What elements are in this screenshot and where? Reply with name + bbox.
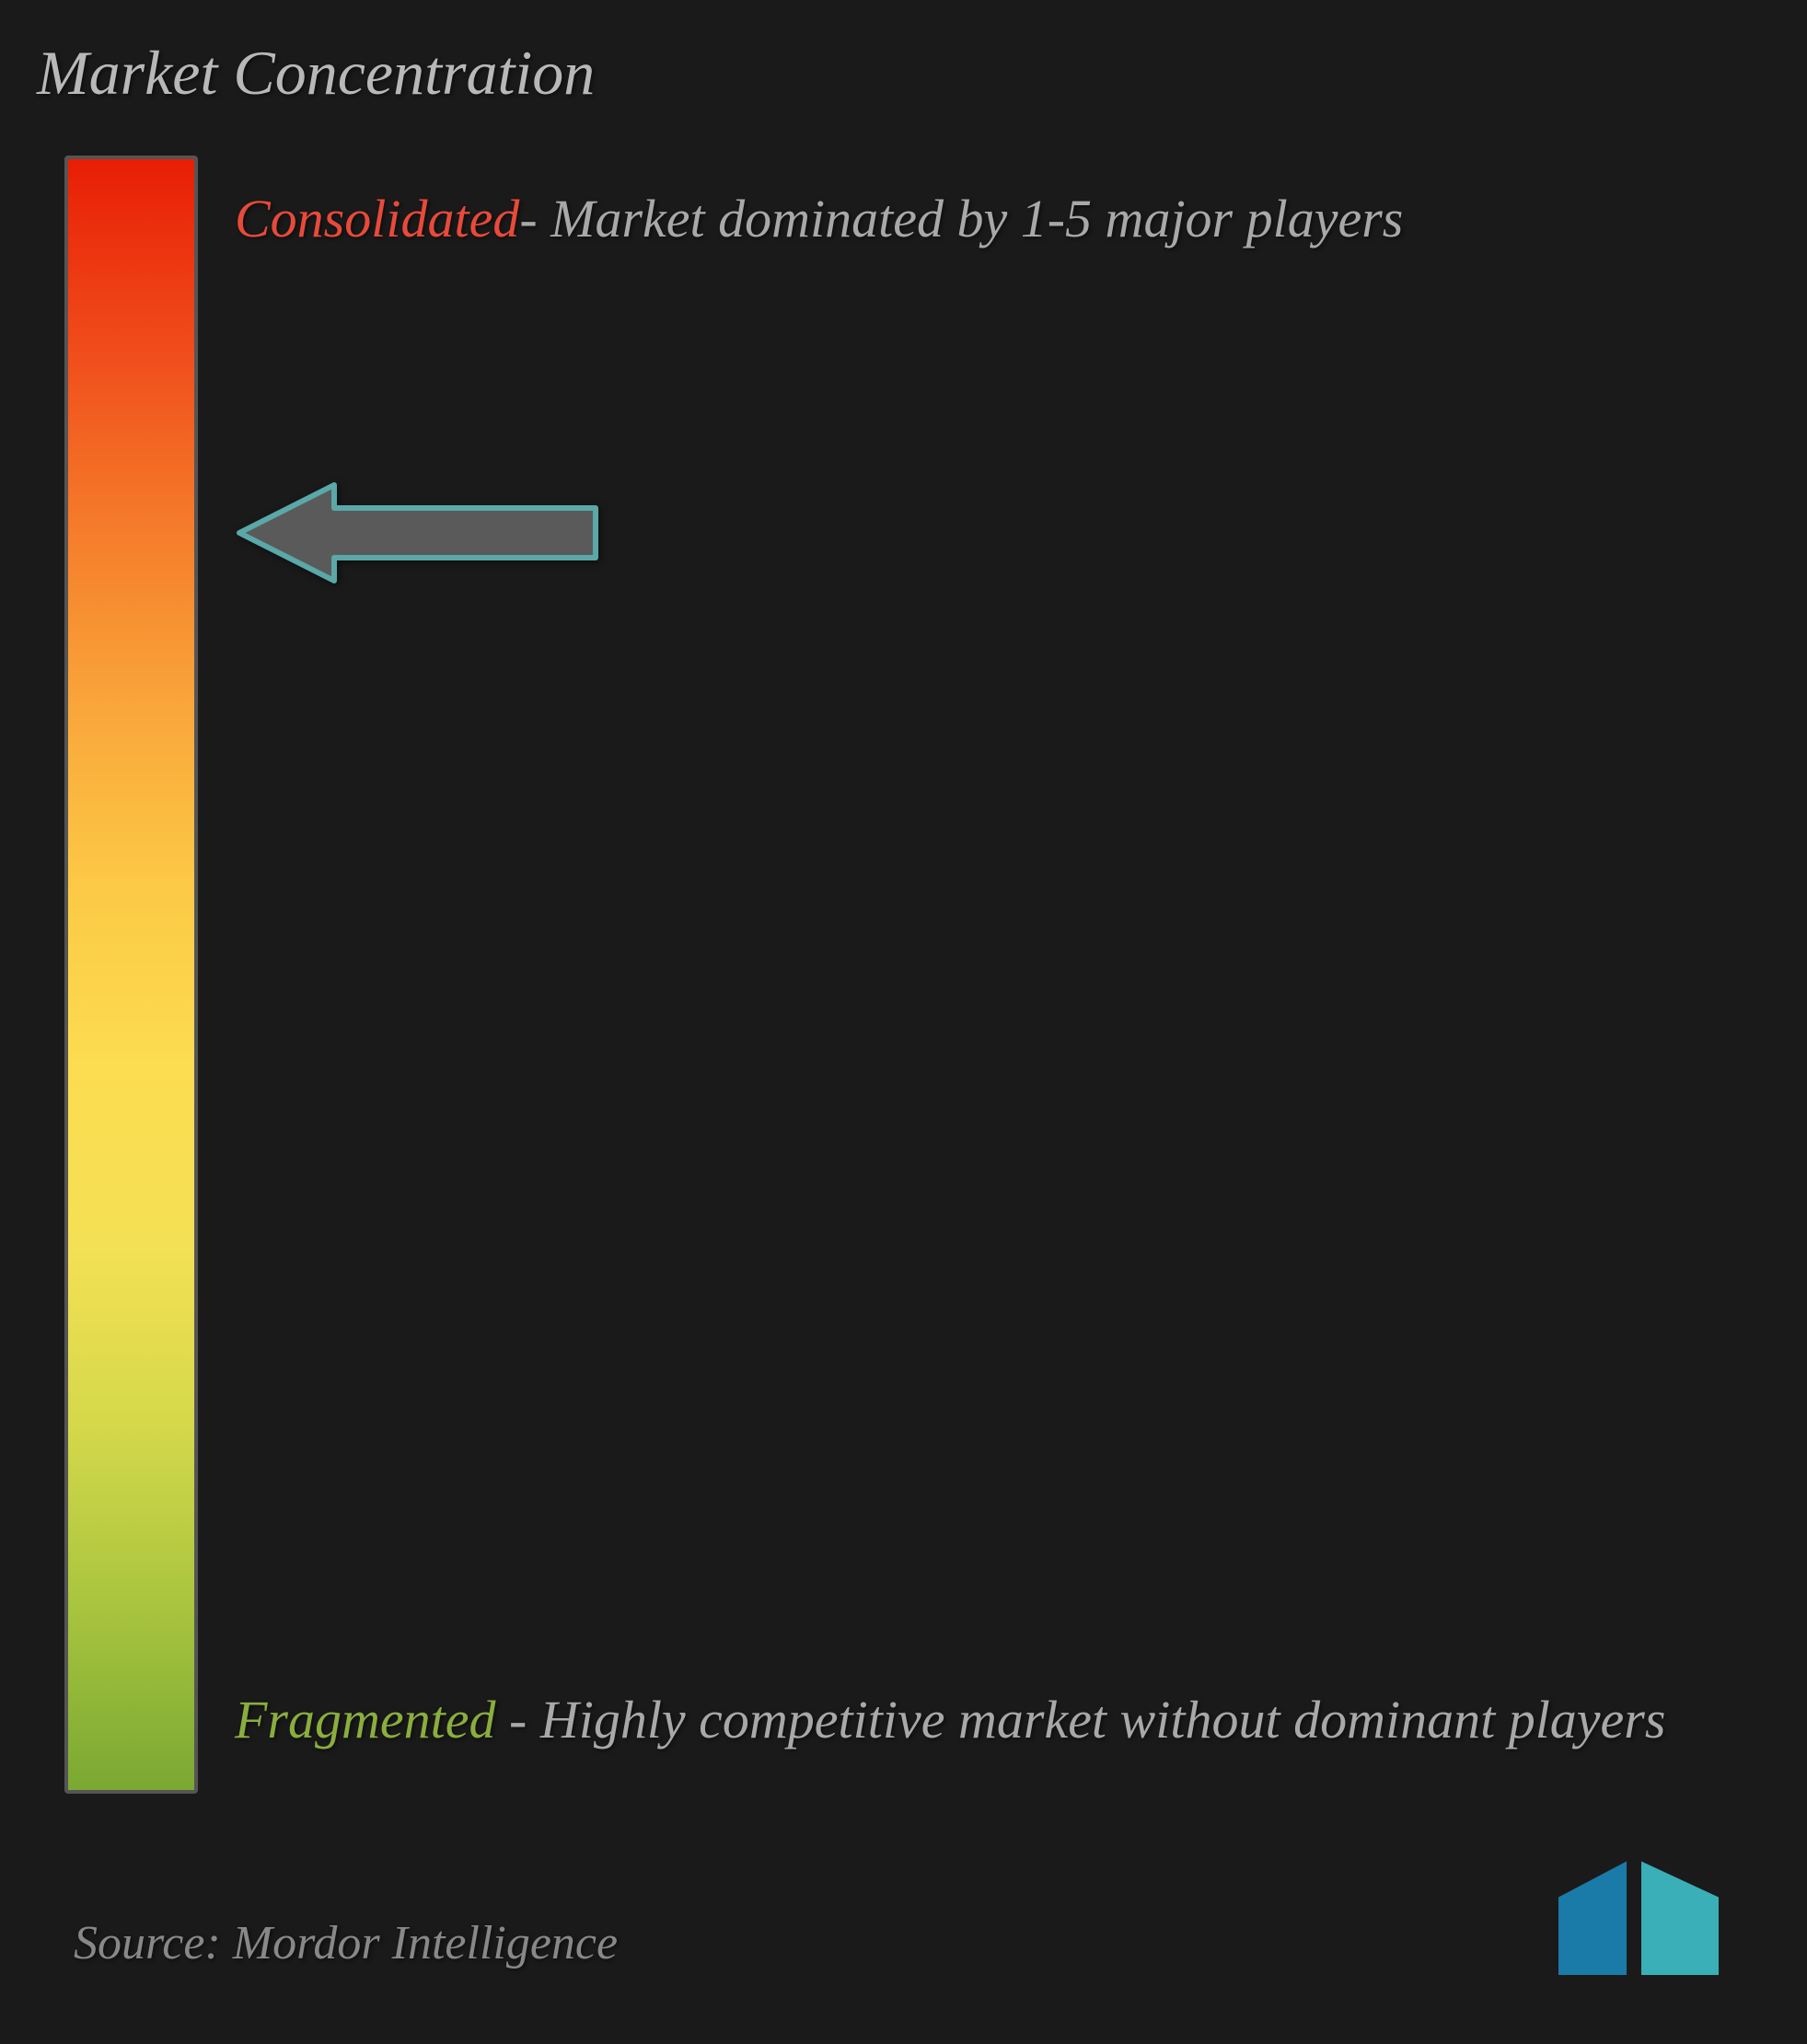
consolidated-highlight: Consolidated [235,189,519,248]
source-value: Mordor Intelligence [233,1917,618,1969]
fragmented-highlight: Fragmented [235,1690,496,1750]
arrow-icon [235,478,603,588]
source-attribution: Source: Mordor Intelligence [74,1916,618,1970]
page-title: Market Concentration [37,37,1770,110]
position-arrow [235,478,603,593]
fragmented-description: - Highly competitive market without domi… [496,1690,1666,1750]
consolidated-description: - Market dominated by 1-5 major players [519,189,1403,248]
logo-icon [1549,1855,1733,1975]
labels-column: Consolidated- Market dominated by 1-5 ma… [235,156,1770,1794]
content-area: Consolidated- Market dominated by 1-5 ma… [37,156,1770,1794]
source-label: Source: [74,1917,221,1969]
concentration-gradient-bar [64,156,198,1794]
consolidated-label: Consolidated- Market dominated by 1-5 ma… [235,174,1733,265]
fragmented-label: Fragmented - Highly competitive market w… [235,1675,1733,1766]
infographic-container: Market Concentration Consolidated- Marke… [37,37,1770,2007]
brand-logo [1549,1855,1733,1980]
